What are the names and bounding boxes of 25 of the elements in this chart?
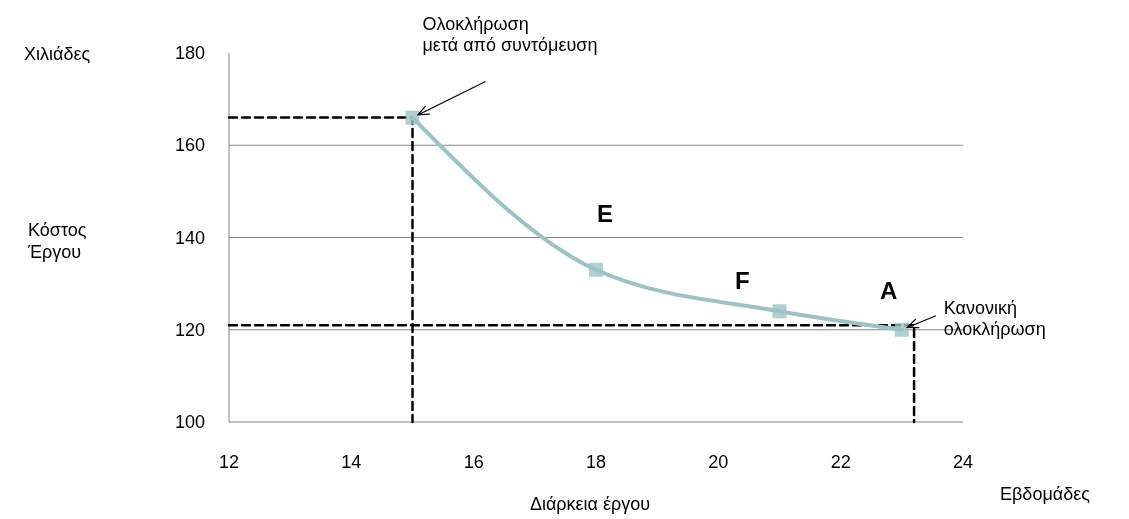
annotation: Ολοκλήρωση μετά από συντόμευση	[422, 13, 598, 56]
annotation: E	[597, 200, 614, 227]
text: Χιλιάδες	[24, 44, 91, 64]
y-tick-label: 140	[174, 227, 205, 248]
x-tick-label: 12	[218, 452, 240, 472]
x-tick-label: 22	[830, 452, 851, 472]
x-tick-label: 20	[708, 452, 729, 472]
x-axis-title: Διάρκεια έργου	[529, 494, 651, 514]
x-tick-label: 14	[341, 452, 362, 472]
x-tick-label: 18	[585, 452, 607, 472]
point	[589, 262, 603, 277]
x-tick-label: 16	[463, 452, 484, 472]
y-tick-label: 120	[174, 319, 205, 340]
y-tick-label: 180	[174, 43, 205, 63]
x-tick-label: 24	[952, 452, 974, 472]
point	[772, 304, 787, 319]
y-tick-label: 100	[174, 412, 205, 432]
text: Εβδομάδες	[1000, 484, 1091, 504]
annotation: Κανονική ολοκλήρωση	[943, 297, 1046, 340]
point	[405, 110, 420, 125]
annotation: F	[735, 267, 750, 294]
y-tick-label: 160	[174, 135, 205, 156]
point	[894, 322, 909, 337]
annotation: A	[880, 277, 898, 304]
y-axis-title: Κόστος Έργου	[27, 220, 87, 262]
